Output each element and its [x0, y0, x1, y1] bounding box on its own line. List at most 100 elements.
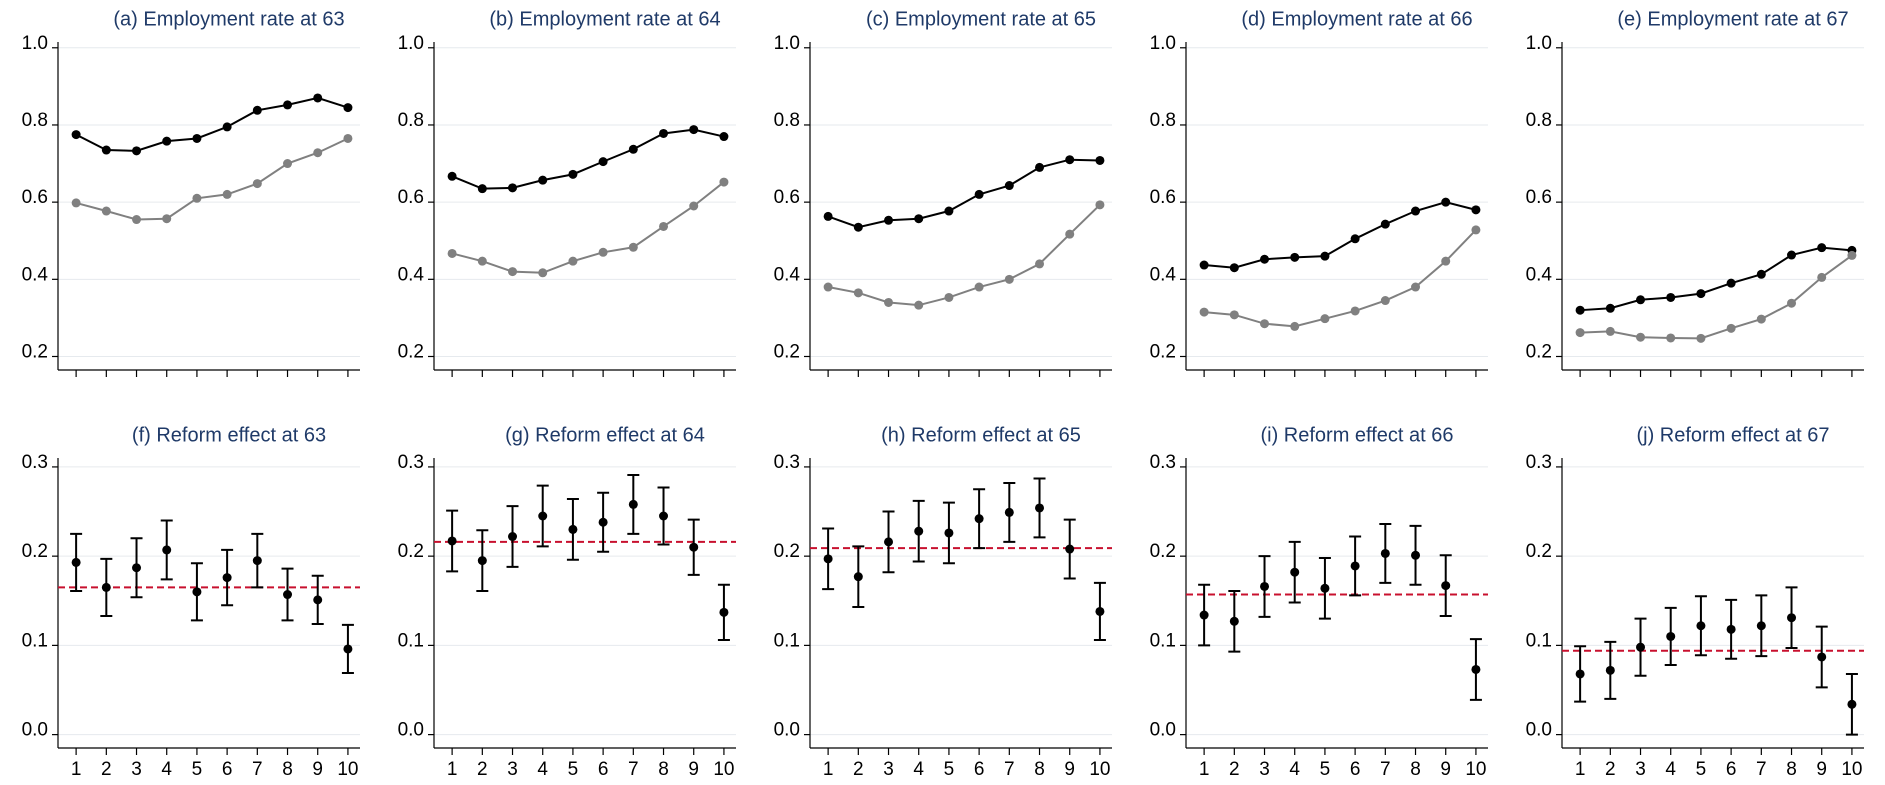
point — [192, 193, 202, 203]
point — [447, 171, 457, 181]
x-tick-label: 7 — [1756, 759, 1767, 780]
point — [689, 125, 699, 135]
y-tick-label: 0.2 — [1150, 342, 1176, 363]
x-tick-label: 8 — [658, 759, 669, 780]
point — [222, 573, 232, 583]
point — [1004, 507, 1014, 517]
x-tick-label: 6 — [598, 759, 609, 780]
line — [451, 181, 725, 274]
point — [884, 297, 894, 307]
point — [1636, 332, 1646, 342]
y-tick-label: 0.0 — [22, 720, 48, 741]
point — [974, 189, 984, 199]
y-tick-label: 1.0 — [774, 33, 800, 54]
x-tick-label: 9 — [1440, 759, 1451, 780]
point — [477, 556, 487, 566]
y-tick-label: 0.2 — [774, 541, 800, 562]
x-tick-label: 1 — [447, 759, 458, 780]
point — [568, 256, 578, 266]
point — [823, 211, 833, 221]
point — [853, 288, 863, 298]
point — [1471, 664, 1481, 674]
point — [1380, 219, 1390, 229]
x-tick-label: 7 — [252, 759, 263, 780]
x-tick-label: 5 — [1320, 759, 1331, 780]
point — [162, 545, 172, 555]
y-tick-label: 0.4 — [1526, 264, 1553, 285]
point — [1756, 621, 1766, 631]
y-tick-label: 0.2 — [398, 541, 424, 562]
x-tick-label: 8 — [282, 759, 293, 780]
y-tick-label: 1.0 — [22, 33, 48, 54]
point — [1229, 310, 1239, 320]
point — [1229, 263, 1239, 273]
x-tick-label: 8 — [1034, 759, 1045, 780]
point — [823, 554, 833, 564]
point — [1756, 314, 1766, 324]
point — [1260, 319, 1270, 329]
point — [1411, 282, 1421, 292]
point — [628, 242, 638, 252]
x-tick-label: 1 — [71, 759, 82, 780]
point — [1441, 581, 1451, 591]
x-tick-label: 6 — [222, 759, 233, 780]
y-tick-label: 0.8 — [22, 110, 48, 131]
x-tick-label: 4 — [1289, 759, 1300, 780]
x-tick-label: 9 — [312, 759, 323, 780]
y-tick-label: 0.3 — [398, 452, 424, 473]
point — [1666, 333, 1676, 343]
point — [313, 93, 323, 103]
y-tick-label: 0.6 — [22, 187, 48, 208]
point — [1696, 621, 1706, 631]
point — [477, 256, 487, 266]
y-tick-label: 0.1 — [1526, 630, 1552, 651]
point — [719, 177, 729, 187]
panel: (e) Employment rate at 67 0.2 0.4 0.6 0.8 1.0 — [1526, 8, 1864, 377]
y-tick-label: 0.8 — [398, 110, 424, 131]
point — [974, 514, 984, 524]
point — [538, 268, 548, 278]
y-tick-label: 0.0 — [398, 720, 424, 741]
point — [1065, 229, 1075, 239]
point — [283, 100, 293, 110]
x-tick-label: 10 — [337, 759, 358, 780]
panel-title: (h) Reform effect at 65 — [881, 424, 1081, 446]
point — [1756, 269, 1766, 279]
point — [1696, 333, 1706, 343]
point — [343, 644, 353, 654]
panel-title: (c) Employment rate at 65 — [866, 8, 1096, 30]
line — [75, 96, 349, 152]
y-tick-label: 0.0 — [1526, 720, 1552, 741]
panel-title: (b) Employment rate at 64 — [489, 8, 720, 30]
point — [1350, 561, 1360, 571]
x-tick-label: 10 — [1089, 759, 1110, 780]
x-tick-label: 10 — [1841, 759, 1862, 780]
point — [1199, 260, 1209, 270]
point — [538, 175, 548, 185]
point — [1035, 259, 1045, 269]
point — [689, 201, 699, 211]
point — [132, 563, 142, 573]
line — [827, 158, 1100, 229]
x-tick-label: 10 — [713, 759, 734, 780]
point — [447, 536, 457, 546]
x-tick-label: 8 — [1410, 759, 1421, 780]
point — [101, 206, 111, 216]
panel-title: (g) Reform effect at 64 — [505, 424, 705, 446]
line — [75, 137, 349, 221]
point — [598, 157, 608, 167]
point — [1290, 321, 1300, 331]
point — [628, 144, 638, 154]
point — [659, 511, 669, 521]
point — [823, 282, 833, 292]
y-tick-label: 0.2 — [1526, 541, 1552, 562]
point — [101, 145, 111, 155]
point — [1787, 298, 1797, 308]
panel-title: (a) Employment rate at 63 — [113, 8, 344, 30]
line — [451, 128, 725, 190]
point — [598, 247, 608, 257]
point — [283, 159, 293, 169]
point — [1004, 274, 1014, 284]
panel-title: (f) Reform effect at 63 — [132, 424, 326, 446]
y-tick-label: 0.2 — [1526, 342, 1552, 363]
